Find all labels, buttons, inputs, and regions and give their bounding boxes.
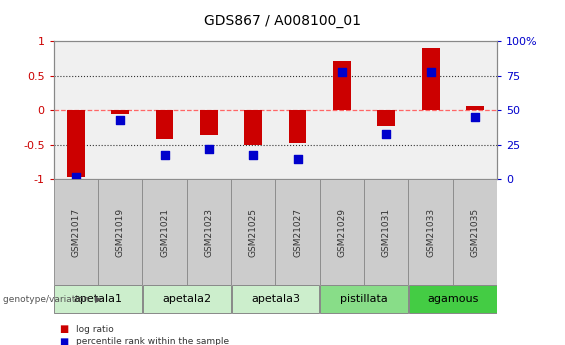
Bar xyxy=(289,110,306,143)
Text: GSM21033: GSM21033 xyxy=(426,207,435,257)
Point xyxy=(293,156,302,161)
Text: GSM21017: GSM21017 xyxy=(71,207,80,257)
Bar xyxy=(98,179,142,285)
Bar xyxy=(142,179,186,285)
Bar xyxy=(232,285,319,313)
Point xyxy=(337,69,346,75)
Text: GSM21035: GSM21035 xyxy=(471,207,480,257)
Text: GSM21021: GSM21021 xyxy=(160,207,169,257)
Text: apetala1: apetala1 xyxy=(73,294,123,304)
Text: GDS867 / A008100_01: GDS867 / A008100_01 xyxy=(204,14,361,28)
Bar xyxy=(422,48,440,110)
Point xyxy=(382,131,391,137)
Bar xyxy=(186,179,231,285)
Point xyxy=(249,152,258,157)
Bar xyxy=(453,179,497,285)
Text: genotype/variation  ▶: genotype/variation ▶ xyxy=(3,295,102,304)
Text: log ratio: log ratio xyxy=(76,325,114,334)
Bar xyxy=(231,179,276,285)
Bar xyxy=(409,285,497,313)
Point xyxy=(471,115,480,120)
Bar xyxy=(111,110,129,114)
Bar xyxy=(320,285,408,313)
Text: agamous: agamous xyxy=(427,294,479,304)
Text: GSM21019: GSM21019 xyxy=(116,207,125,257)
Bar xyxy=(320,179,364,285)
Point xyxy=(426,69,435,75)
Point xyxy=(71,174,80,179)
Text: pistillata: pistillata xyxy=(340,294,388,304)
Point xyxy=(205,146,214,152)
Point xyxy=(116,117,125,123)
Text: GSM21025: GSM21025 xyxy=(249,207,258,257)
Text: apetala2: apetala2 xyxy=(162,294,211,304)
Text: GSM21027: GSM21027 xyxy=(293,207,302,257)
Text: GSM21029: GSM21029 xyxy=(337,207,346,257)
Bar xyxy=(276,179,320,285)
Bar xyxy=(156,110,173,139)
Bar xyxy=(200,110,218,135)
Bar xyxy=(143,285,231,313)
Text: percentile rank within the sample: percentile rank within the sample xyxy=(76,337,229,345)
Bar xyxy=(333,61,351,110)
Bar xyxy=(245,110,262,145)
Text: apetala3: apetala3 xyxy=(251,294,300,304)
Bar xyxy=(54,285,142,313)
Bar xyxy=(466,106,484,110)
Point xyxy=(160,152,169,157)
Text: ■: ■ xyxy=(59,337,68,345)
Text: GSM21023: GSM21023 xyxy=(205,207,214,257)
Bar xyxy=(54,179,98,285)
Bar xyxy=(67,110,85,177)
Bar xyxy=(377,110,395,126)
Bar xyxy=(408,179,453,285)
Bar xyxy=(364,179,408,285)
Text: ■: ■ xyxy=(59,325,68,334)
Text: GSM21031: GSM21031 xyxy=(382,207,391,257)
